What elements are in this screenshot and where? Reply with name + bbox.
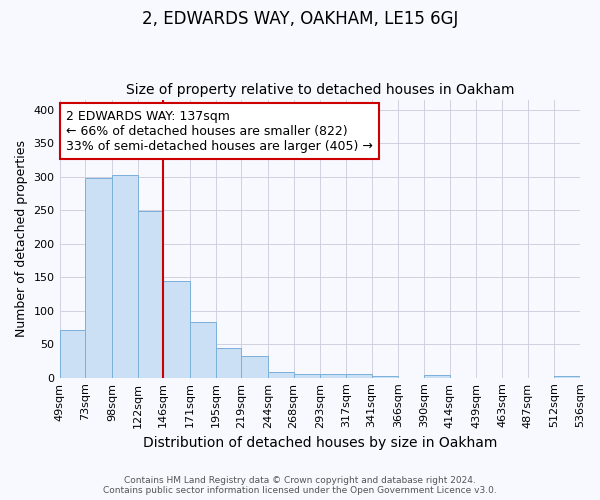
Bar [424, 375, 449, 378]
Bar [293, 374, 320, 378]
Y-axis label: Number of detached properties: Number of detached properties [15, 140, 28, 337]
Bar [346, 374, 371, 378]
Bar [163, 281, 190, 378]
Bar [85, 178, 112, 378]
Bar [554, 376, 580, 378]
Text: Contains HM Land Registry data © Crown copyright and database right 2024.
Contai: Contains HM Land Registry data © Crown c… [103, 476, 497, 495]
Text: 2, EDWARDS WAY, OAKHAM, LE15 6GJ: 2, EDWARDS WAY, OAKHAM, LE15 6GJ [142, 10, 458, 28]
Bar [371, 376, 398, 378]
Bar [190, 322, 215, 378]
Title: Size of property relative to detached houses in Oakham: Size of property relative to detached ho… [125, 83, 514, 97]
Bar [320, 374, 346, 378]
Bar [59, 330, 85, 378]
Bar [215, 348, 241, 378]
X-axis label: Distribution of detached houses by size in Oakham: Distribution of detached houses by size … [143, 436, 497, 450]
Bar [137, 211, 163, 378]
Text: 2 EDWARDS WAY: 137sqm
← 66% of detached houses are smaller (822)
33% of semi-det: 2 EDWARDS WAY: 137sqm ← 66% of detached … [66, 110, 373, 152]
Bar [268, 372, 293, 378]
Bar [112, 174, 137, 378]
Bar [241, 356, 268, 378]
